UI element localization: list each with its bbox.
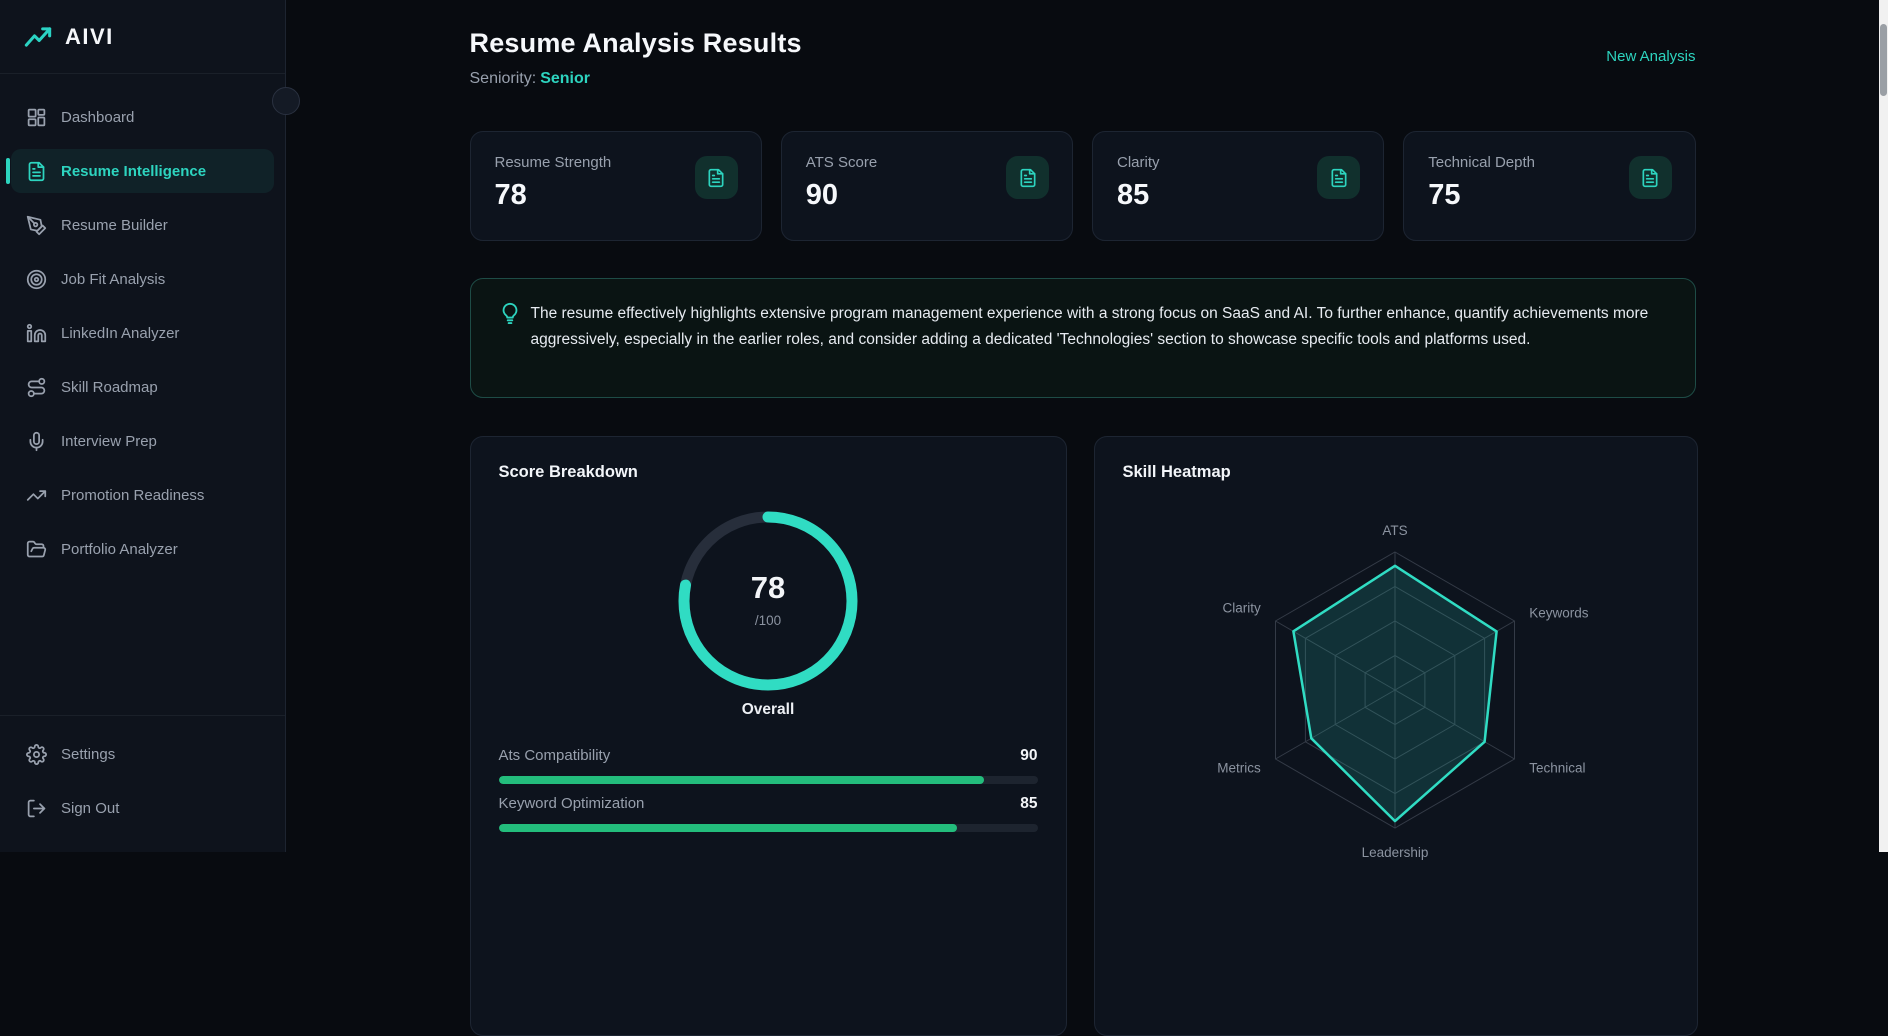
score-bar-row: Keyword Optimization 85: [498, 795, 1038, 832]
radar-axis-label: Leadership: [1361, 845, 1428, 860]
card-title: Skill Heatmap: [1122, 463, 1231, 481]
donut-value: 78: [751, 570, 785, 605]
radar-chart: ATS Keywords Technical Leadership Metrics Cla…: [1123, 500, 1669, 936]
radar-axis-label: ATS: [1382, 523, 1407, 538]
sidebar-item-label: Interview Prep: [61, 432, 157, 450]
score-bar-row: Ats Compatibility 90: [498, 747, 1038, 784]
stats-row: Resume Strength 78 ATS Score 90 Clarity …: [469, 131, 1696, 241]
sidebar-item-label: Skill Roadmap: [61, 378, 158, 396]
stat-card: Resume Strength 78: [469, 131, 762, 241]
new-analysis-button[interactable]: New Analysis: [1606, 48, 1696, 65]
score-bars: Ats Compatibility 90 Keyword Optimizatio…: [498, 747, 1038, 832]
sidebar-item-skill-roadmap[interactable]: Skill Roadmap: [11, 365, 274, 409]
sidebar-item-linkedin-analyzer[interactable]: LinkedIn Analyzer: [11, 311, 274, 355]
stat-value: 85: [1117, 179, 1150, 211]
overall-donut: 78 /100: [499, 501, 1038, 701]
radar-axis-label: Clarity: [1222, 601, 1261, 616]
radar-axis-label: Keywords: [1529, 606, 1589, 621]
log-out-icon: [27, 799, 46, 817]
card-title: Score Breakdown: [498, 463, 638, 481]
linkedin-icon: [26, 323, 47, 342]
sidebar-item-dashboard[interactable]: Dashboard: [11, 95, 274, 139]
folder-open-icon: [26, 540, 47, 557]
microphone-icon: [29, 431, 44, 451]
skill-heatmap-card: Skill Heatmap ATS Keywords Technical Leader…: [1093, 436, 1698, 1036]
sidebar-item-interview-prep[interactable]: Interview Prep: [11, 419, 274, 463]
dashboard-icon: [27, 108, 46, 126]
score-breakdown-card: Score Breakdown 78 /100 Overall Ats Comp…: [469, 436, 1067, 1036]
sidebar-item-label: Sign Out: [61, 799, 120, 817]
sidebar-item-label: Promotion Readiness: [61, 486, 205, 504]
route-icon: [27, 377, 46, 397]
stat-label: Technical Depth: [1428, 154, 1535, 171]
stat-icon-chip: [1628, 156, 1672, 199]
scrollbar-thumb[interactable]: [1880, 24, 1887, 96]
bar-value: 85: [1020, 795, 1038, 812]
main-content: Resume Analysis Results Seniority: Senior…: [286, 0, 1879, 1036]
sidebar-item-portfolio-analyzer[interactable]: Portfolio Analyzer: [11, 527, 274, 571]
lightbulb-icon: [499, 302, 521, 375]
bar-value: 90: [1020, 747, 1038, 764]
stat-label: Clarity: [1117, 154, 1160, 171]
stat-icon-chip: [694, 156, 738, 199]
stat-label: Resume Strength: [494, 154, 612, 171]
donut-max: /100: [755, 613, 781, 628]
stat-label: ATS Score: [805, 154, 878, 171]
trending-up-icon: [24, 26, 52, 47]
sidebar-item-label: Job Fit Analysis: [61, 270, 166, 288]
brand-name: AIVI: [65, 23, 114, 49]
stat-value: 75: [1428, 179, 1461, 211]
gear-icon: [26, 743, 47, 765]
bar-track: [498, 776, 1038, 784]
donut-label: Overall: [741, 701, 795, 718]
sidebar-item-settings[interactable]: Settings: [11, 732, 274, 776]
file-text-icon: [28, 161, 45, 181]
trending-up-icon: [26, 489, 47, 501]
bar-fill: [498, 776, 984, 784]
sidebar-nav: Dashboard Resume Intelligence Resume Bui…: [0, 74, 285, 571]
pen-tool-icon: [26, 215, 47, 235]
sidebar-item-label: LinkedIn Analyzer: [61, 324, 180, 342]
bar-track: [498, 824, 1038, 832]
stat-value: 90: [805, 179, 839, 211]
sidebar-item-job-fit-analysis[interactable]: Job Fit Analysis: [11, 257, 274, 301]
sidebar-item-label: Resume Builder: [61, 216, 168, 234]
seniority-label: Seniority:: [469, 70, 537, 87]
insight-text: The resume effectively highlights extens…: [530, 305, 1649, 348]
sidebar-item-resume-builder[interactable]: Resume Builder: [11, 203, 274, 247]
bar-label: Ats Compatibility: [498, 747, 611, 764]
sidebar-item-label: Settings: [61, 745, 116, 763]
scrollbar: [1879, 0, 1888, 852]
insight-panel: The resume effectively highlights extens…: [469, 278, 1696, 398]
file-text-icon: [708, 168, 724, 187]
sidebar-collapse-toggle[interactable]: [272, 87, 300, 115]
file-text-icon: [1020, 168, 1035, 187]
sidebar-item-sign-out[interactable]: Sign Out: [11, 786, 274, 830]
sidebar: AIVI Dashboard Resume Intelligence Resum…: [0, 0, 300, 852]
stat-card: Clarity 85: [1092, 131, 1385, 241]
radar-axis-label: Metrics: [1217, 761, 1261, 776]
sidebar-item-resume-intelligence[interactable]: Resume Intelligence: [6, 149, 274, 193]
file-text-icon: [1642, 168, 1658, 187]
bar-label: Keyword Optimization: [498, 795, 645, 812]
stat-value: 78: [494, 179, 527, 211]
sidebar-item-label: Resume Intelligence: [61, 162, 207, 180]
file-text-icon: [1331, 168, 1347, 187]
stat-icon-chip: [1006, 156, 1049, 199]
sidebar-footer: Settings Sign Out: [0, 715, 285, 852]
stat-card: Technical Depth 75: [1403, 131, 1696, 241]
radar-axis-label: Technical: [1529, 761, 1585, 776]
target-icon: [26, 269, 47, 289]
brand-logo: AIVI: [0, 0, 285, 74]
stat-icon-chip: [1317, 156, 1361, 199]
seniority-value: Senior: [540, 70, 590, 87]
stat-card: ATS Score 90: [780, 131, 1073, 241]
bar-fill: [498, 824, 957, 832]
sidebar-item-label: Portfolio Analyzer: [61, 540, 178, 558]
sidebar-item-label: Dashboard: [61, 108, 135, 126]
sidebar-item-promotion-readiness[interactable]: Promotion Readiness: [11, 473, 274, 517]
page-title: Resume Analysis Results: [469, 28, 802, 58]
